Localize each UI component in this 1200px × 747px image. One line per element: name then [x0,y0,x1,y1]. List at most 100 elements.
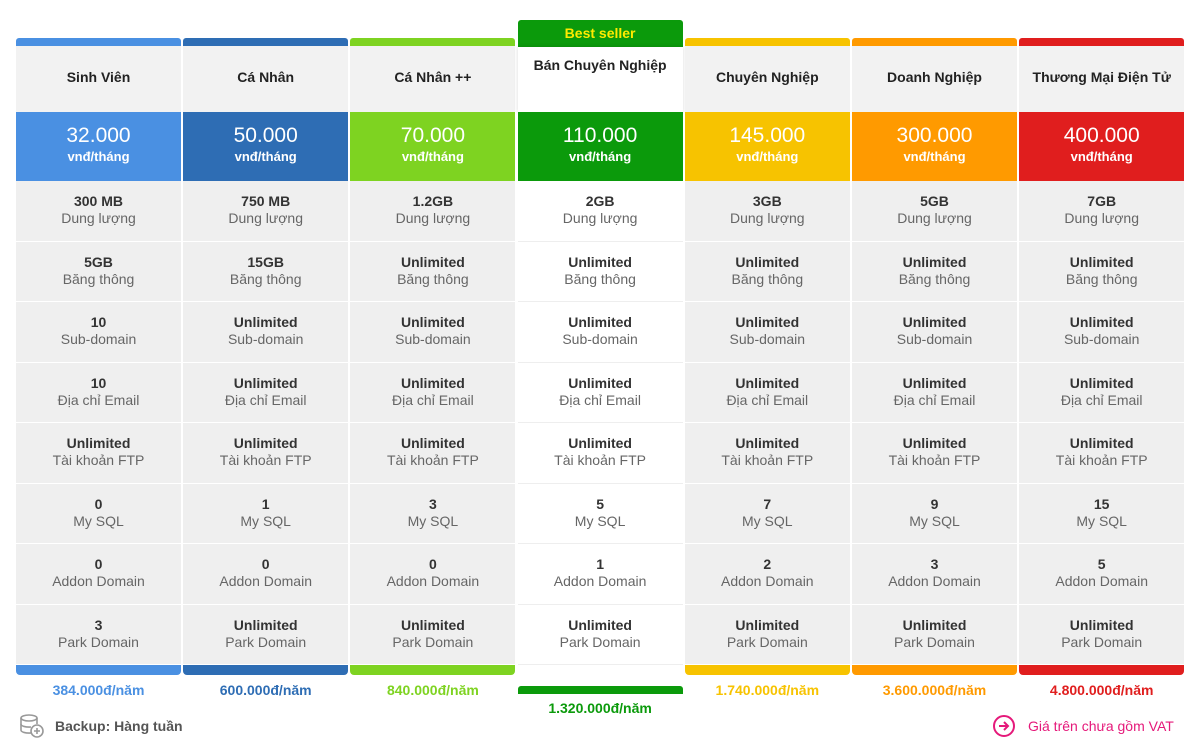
yearly-price: 3.600.000đ/năm [882,682,987,698]
feature-label: Sub-domain [1063,331,1140,347]
color-bar [350,665,516,675]
color-bar [16,38,181,46]
feature-label: Sub-domain [562,331,638,347]
plan-name: Sinh Viên [16,46,181,112]
feature-value: 300 MB [73,193,124,209]
feature-cell: 0 Addon Domain [16,544,181,605]
feature-value: Unlimited [233,616,298,633]
feature-value: 2 [763,556,772,572]
feature-cell: 10 Sub-domain [16,302,181,363]
feature-cell: Unlimited Tài khoản FTP [1019,423,1185,484]
feature-label: Băng thông [564,270,636,287]
price-block: 70.000 vnđ/tháng [350,112,516,181]
feature-cell: 0 Addon Domain [350,544,516,605]
yearly-price: 600.000đ/năm [219,682,312,698]
feature-cell: 3 My SQL [350,483,516,544]
feature-cell: 1 Addon Domain [517,544,683,605]
feature-label: Dung lượng [228,210,303,226]
yearly-price: 840.000đ/năm [386,682,479,698]
price: 145.000 [729,124,806,147]
feature-value: 0 [94,495,103,512]
price: 300.000 [896,124,973,147]
feature-cell: 1.2GB Dung lượng [350,181,516,242]
feature-label: Addon Domain [553,573,647,589]
feature-value: Unlimited [568,616,632,633]
feature-cell: Unlimited Địa chỉ Email [517,362,683,423]
feature-value: Unlimited [401,253,465,270]
feature-value: 3 [428,495,437,512]
feature-cell: Unlimited Park Domain [183,604,349,665]
price-unit: vnđ/tháng [401,149,464,164]
price-block: 50.000 vnđ/tháng [183,112,349,181]
feature-label: Tài khoản FTP [888,452,981,468]
feature-cell: 750 MB Dung lượng [183,181,349,242]
price-unit: vnđ/tháng [234,149,297,164]
feature-cell: Unlimited Park Domain [350,604,516,665]
feature-cell: Unlimited Sub-domain [684,302,850,363]
feature-label: Park Domain [225,633,307,650]
feature-value: Unlimited [902,616,967,633]
feature-cell: 7GB Dung lượng [1019,181,1185,242]
feature-value: Unlimited [902,314,967,330]
feature-label: Địa chỉ Email [726,391,809,408]
feature-label: Dung lượng [730,210,805,226]
feature-cell: 5 Addon Domain [1019,544,1185,605]
price-unit: vnđ/tháng [1070,149,1133,164]
feature-label: Tài khoản FTP [1055,452,1148,468]
color-bar [684,665,850,675]
color-bar [183,665,349,675]
feature-value: Unlimited [902,253,967,270]
feature-value: 5GB [920,193,949,209]
feature-cell: Unlimited Sub-domain [1019,302,1185,363]
feature-cell: 2GB Dung lượng [517,181,683,242]
color-bar [16,665,181,675]
price: 70.000 [400,124,465,147]
feature-label: Tài khoản FTP [386,452,479,468]
feature-label: Băng thông [898,270,971,287]
price-block: 110.000 vnđ/tháng [517,112,683,181]
price: 32.000 [66,124,131,147]
feature-cell: Unlimited Băng thông [350,241,516,302]
feature-value: Unlimited [233,314,298,330]
feature-cell: 0 Addon Domain [183,544,349,605]
yearly-price: 1.320.000đ/năm [548,700,652,716]
plan-name: Chuyên Nghiệp [684,46,850,112]
feature-label: Dung lượng [1064,210,1139,226]
feature-value: 5 [1097,556,1106,572]
feature-cell: 10 Địa chỉ Email [16,362,181,423]
feature-label: Băng thông [229,270,302,287]
feature-value: 2GB [585,193,615,209]
feature-value: 15GB [247,253,284,270]
feature-label: Addon Domain [720,573,814,589]
plan-column: Best seller Bán Chuyên Nghiệp 110.000 vnđ/t… [517,0,683,747]
yearly-price: 4.800.000đ/năm [1049,682,1154,698]
feature-cell: Unlimited Tài khoản FTP [16,423,181,484]
price: 110.000 [562,124,638,147]
feature-label: Park Domain [58,633,139,650]
feature-cell: 7 My SQL [684,483,850,544]
feature-cell: Unlimited Park Domain [517,604,683,665]
plan-column: Doanh Nghiệp 300.000 vnđ/tháng 5GB Dung lượn… [852,0,1017,747]
feature-cell: 3 Addon Domain [852,544,1017,605]
feature-label: Addon Domain [888,573,981,589]
feature-cell: 5GB Dung lượng [852,181,1017,242]
feature-value: 1 [596,556,604,572]
feature-label: Park Domain [559,633,641,650]
feature-value: Unlimited [1069,435,1134,451]
feature-cell: Unlimited Địa chỉ Email [1019,362,1185,423]
color-bar [852,38,1017,46]
feature-cell: Unlimited Băng thông [517,241,683,302]
backup-text: Backup: Hàng tuần [55,718,183,734]
feature-cell: Unlimited Địa chỉ Email [852,362,1017,423]
feature-cell: Unlimited Sub-domain [852,302,1017,363]
feature-value: 3 [94,616,103,633]
feature-value: Unlimited [1069,374,1134,391]
feature-cell: Unlimited Băng thông [684,241,850,302]
color-bar [517,686,683,694]
plan-column: Cá Nhân ++ 70.000 vnđ/tháng 1.2GB Dung lượng… [350,0,516,747]
feature-value: Unlimited [1069,253,1134,270]
vat-note: Giá trên chưa gồm VAT [1028,718,1174,734]
feature-label: Tài khoản FTP [721,452,814,468]
feature-label: My SQL [73,512,124,529]
